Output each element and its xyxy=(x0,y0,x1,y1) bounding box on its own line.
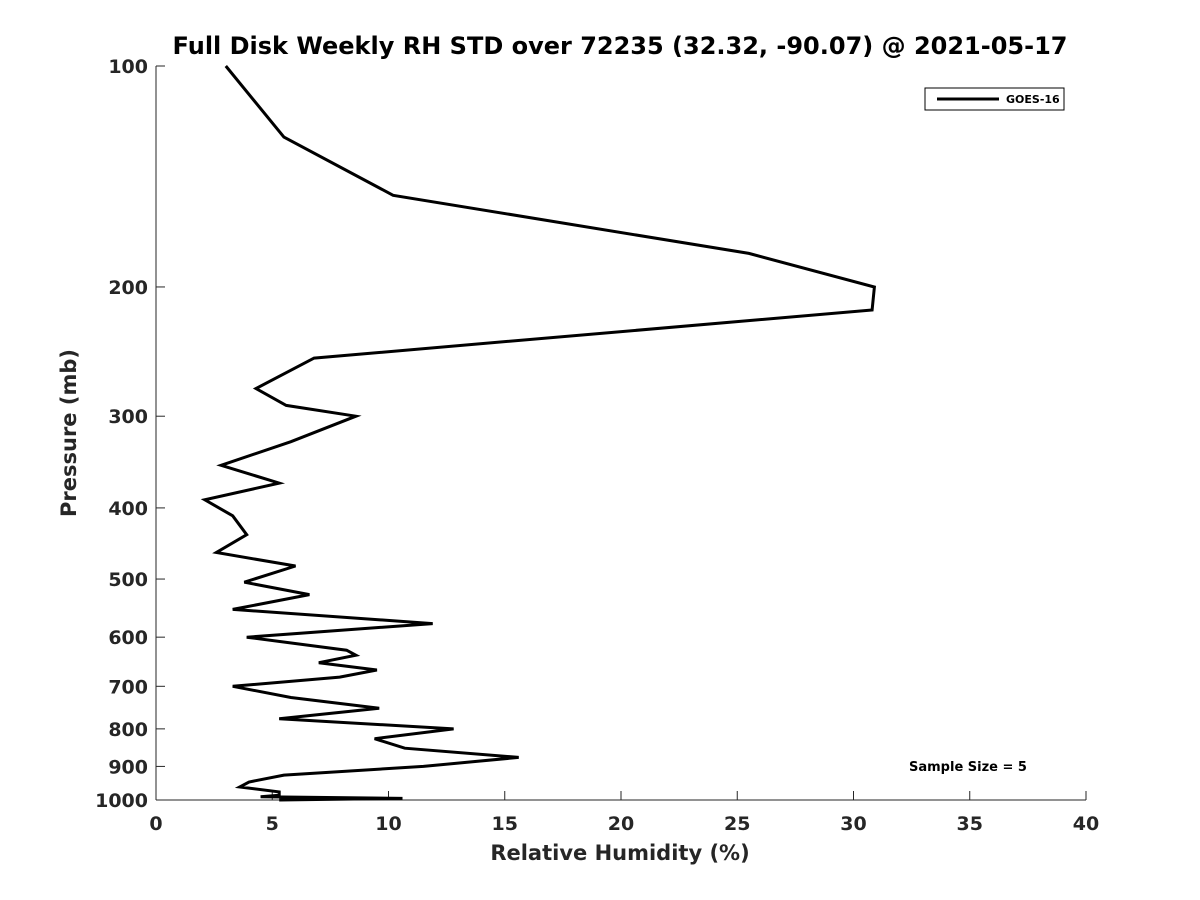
x-tick-label: 40 xyxy=(1073,813,1099,835)
y-tick-label: 1000 xyxy=(95,790,148,812)
x-tick-label: 5 xyxy=(266,813,279,835)
y-tick-label: 100 xyxy=(108,56,148,78)
x-tick-label: 0 xyxy=(149,813,162,835)
y-tick-label: 900 xyxy=(108,756,148,778)
plot-area: 0 5 10 15 20 25 30 35 40 100 200 300 400 500 600 700 800… xyxy=(95,56,1099,835)
y-tick-label: 800 xyxy=(108,719,148,741)
y-tick-label: 700 xyxy=(108,676,148,698)
y-tick-label: 300 xyxy=(108,406,148,428)
y-tick-label: 600 xyxy=(108,627,148,649)
sample-size-annotation: Sample Size = 5 xyxy=(909,760,1027,775)
x-tick-label: 15 xyxy=(492,813,518,835)
x-tick-label: 20 xyxy=(608,813,634,835)
chart-title: Full Disk Weekly RH STD over 72235 (32.3… xyxy=(173,32,1068,60)
y-tick-label: 500 xyxy=(108,569,148,591)
series-line-goes-16 xyxy=(200,65,877,802)
y-tick-label: 200 xyxy=(108,277,148,299)
x-tick-label: 25 xyxy=(724,813,750,835)
x-tick-label: 30 xyxy=(840,813,866,835)
legend-label-goes-16: GOES-16 xyxy=(1006,93,1060,106)
y-axis-label: Pressure (mb) xyxy=(57,349,81,517)
x-axis-label: Relative Humidity (%) xyxy=(490,841,749,865)
legend: GOES-16 xyxy=(924,87,1065,111)
y-tick-label: 400 xyxy=(108,498,148,520)
x-tick-label: 10 xyxy=(375,813,401,835)
x-tick-label: 35 xyxy=(957,813,983,835)
